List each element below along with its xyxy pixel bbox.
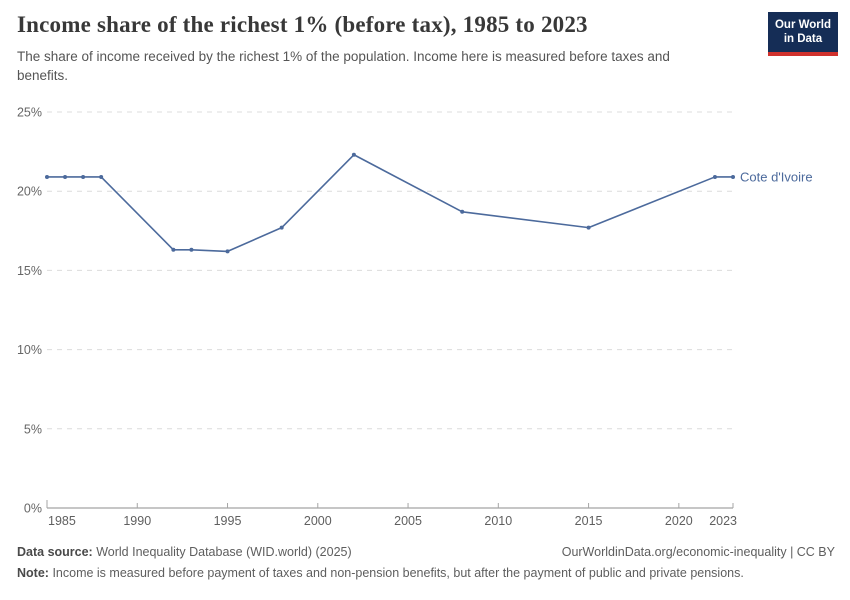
data-point[interactable]	[586, 225, 591, 230]
logo-line1: Our World	[774, 19, 831, 31]
data-point[interactable]	[99, 174, 104, 179]
datasource-label: Data source:	[17, 545, 93, 559]
datasource-line: Data source: World Inequality Database (…	[17, 542, 352, 563]
x-axis-tick-label: 1990	[123, 514, 151, 528]
chart-footer: Data source: World Inequality Database (…	[17, 542, 835, 583]
note-label: Note:	[17, 565, 49, 580]
data-point[interactable]	[712, 174, 717, 179]
y-axis-tick-label: 25%	[17, 106, 42, 120]
data-point[interactable]	[351, 152, 356, 157]
page-subtitle: The share of income received by the rich…	[17, 49, 670, 84]
data-line[interactable]	[47, 153, 733, 253]
data-point[interactable]	[171, 247, 176, 252]
x-axis-tick-label: 1985	[48, 514, 76, 528]
x-axis-tick-label: 2005	[394, 514, 422, 528]
x-axis-tick-label: 2023	[709, 514, 737, 528]
y-axis-tick-label: 0%	[24, 502, 42, 516]
y-axis-tick-label: 5%	[24, 422, 42, 436]
note-line: Note: Income is measured before payment …	[17, 563, 835, 584]
x-axis-tick-label: 2010	[484, 514, 512, 528]
note-text: Income is measured before payment of tax…	[52, 565, 744, 580]
data-point[interactable]	[81, 174, 86, 179]
data-point[interactable]	[731, 174, 735, 179]
page-title: Income share of the richest 1% (before t…	[17, 12, 588, 37]
x-axis-tick-label: 2015	[575, 514, 603, 528]
data-point[interactable]	[45, 174, 49, 179]
y-axis-tick-label: 10%	[17, 343, 42, 357]
chart-header: Income share of the richest 1% (before t…	[17, 12, 755, 85]
data-point[interactable]	[63, 174, 68, 179]
logo-line2: in Data	[783, 33, 823, 46]
owid-logo[interactable]: Our World in Data	[767, 12, 838, 56]
series-label[interactable]: Cote d'Ivoire	[740, 169, 813, 184]
x-axis-tick-label: 1995	[214, 514, 242, 528]
data-point[interactable]	[189, 247, 194, 252]
citation-link[interactable]: OurWorldinData.org/economic-inequality |…	[561, 545, 835, 559]
x-axis-tick-label: 2000	[304, 514, 332, 528]
y-axis-tick-label: 20%	[17, 185, 42, 199]
data-point[interactable]	[225, 249, 230, 254]
y-axis-tick-label: 15%	[17, 264, 42, 278]
data-point[interactable]	[460, 209, 465, 214]
line-chart[interactable]: 0% 5% 10% 15% 20% 25% 1985 1990 1995 2000 2005 2010…	[0, 95, 850, 540]
data-point[interactable]	[279, 225, 284, 230]
datasource-text: World Inequality Database (WID.world) (2…	[96, 545, 352, 559]
x-axis-tick-label: 2020	[665, 514, 693, 528]
